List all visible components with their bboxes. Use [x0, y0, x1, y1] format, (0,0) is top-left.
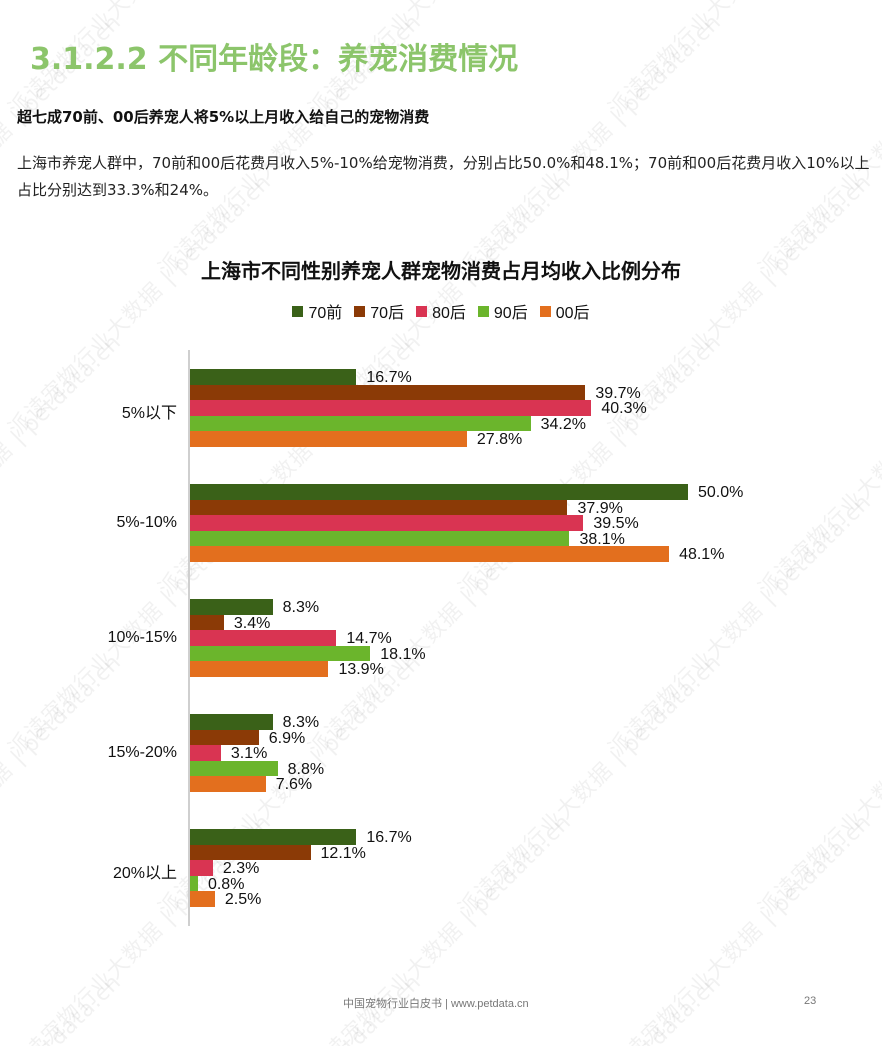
- category-label: 20%以上: [112, 864, 177, 882]
- bar: [190, 614, 224, 630]
- watermark-text: 派读宠物行业大数据 | petdata.cn: [604, 809, 877, 1046]
- bar-value-label: 16.7%: [366, 829, 412, 846]
- bar-value-label: 14.7%: [346, 630, 392, 647]
- bar: [190, 369, 357, 385]
- bar: [190, 829, 357, 845]
- bar-value-label: 12.1%: [320, 844, 366, 862]
- bar-value-label: 18.1%: [380, 645, 426, 663]
- bar: [190, 844, 311, 860]
- legend-swatch-icon: [539, 305, 551, 317]
- bar-value-label: 6.9%: [268, 729, 306, 747]
- bar-value-label: 8.3%: [282, 599, 320, 616]
- legend-item: 90后: [477, 299, 528, 323]
- bar-value-label: 7.6%: [275, 776, 313, 793]
- bar: [190, 546, 670, 562]
- legend-label: 80后: [432, 305, 466, 322]
- bar: [190, 891, 215, 907]
- legend-item: 80后: [416, 299, 466, 323]
- bar-value-label: 13.9%: [338, 661, 384, 678]
- bar-value-label: 8.3%: [282, 714, 320, 731]
- bar: [190, 630, 337, 646]
- watermark-text: 派读宠物行业大数据 | petdata.cn: [600, 0, 877, 123]
- chart-legend: 70前 70后 80后 90后 00后: [0, 299, 882, 323]
- legend-label: 70后: [370, 305, 405, 322]
- watermark-text: 派读宠物行业大数据 | petdata.cn: [754, 10, 882, 282]
- bar: [190, 499, 568, 515]
- bar-value-label: 0.8%: [207, 875, 245, 893]
- bar-value-label: 40.3%: [601, 400, 647, 417]
- body-paragraph: 上海市养宠人群中，70前和00后花费月收入5%-10%给宠物消费，分别占比50.…: [17, 154, 870, 199]
- bar: [190, 745, 221, 761]
- legend-swatch-icon: [416, 305, 428, 317]
- watermark-text: 派读宠物行业大数据 | petdata.cn: [0, 329, 127, 602]
- bar-value-label: 16.7%: [366, 369, 412, 386]
- bar: [190, 599, 273, 615]
- legend-item: 70前: [292, 299, 342, 323]
- bar-value-label: 48.1%: [679, 546, 725, 563]
- bar-value-label: 27.8%: [476, 431, 523, 448]
- bar-value-label: 2.5%: [224, 891, 262, 908]
- bar: [190, 760, 278, 776]
- bar-value-label: 38.1%: [579, 530, 625, 548]
- legend-label: 90后: [493, 305, 528, 322]
- bar: [190, 645, 371, 661]
- legend-swatch-icon: [354, 305, 366, 317]
- watermark-text: 派读宠物行业大数据 | petdata.cn: [604, 489, 877, 762]
- bar-value-label: 8.8%: [287, 760, 325, 778]
- chart-title: 上海市不同性别养宠人群宠物消费占月均收入比例分布: [201, 259, 681, 283]
- category-axis-line: [188, 350, 190, 926]
- section-title: 3.1.2.2 不同年龄段：养宠消费情况: [30, 42, 519, 77]
- bar: [190, 400, 592, 416]
- bar-value-label: 39.7%: [595, 384, 641, 402]
- bar-value-label: 50.0%: [698, 484, 744, 501]
- bar-value-label: 3.1%: [230, 745, 268, 762]
- footer-text: 中国宠物行业白皮书 | www.petdata.cn: [343, 998, 529, 1010]
- subtitle: 超七成70前、00后养宠人将5%以上月收入给自己的宠物消费: [17, 108, 430, 126]
- bar: [190, 776, 266, 792]
- legend-label: 00后: [555, 305, 590, 322]
- watermark-text: 派读宠物行业大数据 | petdata.cn: [454, 649, 727, 922]
- bar: [190, 875, 198, 891]
- watermark-text: 派读宠物行业大数据 | petdata.cn: [754, 330, 882, 602]
- bar: [190, 860, 213, 876]
- bar: [190, 661, 329, 677]
- page-number: 23: [804, 995, 817, 1007]
- watermark-text: 派读宠物行业大数据 | petdata.cn: [754, 650, 882, 922]
- legend-item: 70后: [354, 299, 404, 323]
- bar: [190, 515, 584, 531]
- bar: [190, 431, 467, 447]
- bar-value-label: 3.4%: [233, 614, 271, 632]
- category-label: 5%以下: [121, 404, 177, 422]
- bar: [190, 729, 259, 745]
- bar: [190, 484, 688, 500]
- category-label: 10%-15%: [107, 628, 177, 646]
- category-label: 15%-20%: [107, 743, 177, 761]
- bar-value-label: 37.9%: [577, 499, 623, 517]
- bar: [190, 415, 531, 431]
- bar: [190, 714, 273, 730]
- bar-value-label: 2.3%: [222, 860, 260, 877]
- bar-value-label: 34.2%: [540, 415, 586, 433]
- legend-swatch-icon: [292, 305, 304, 317]
- bar: [190, 384, 586, 400]
- category-label: 5%-10%: [116, 513, 177, 531]
- legend-label: 70前: [308, 305, 343, 322]
- legend-item: 00后: [539, 299, 590, 323]
- watermark-text: 派读宠物行业大数据 | petdata.cn: [0, 965, 127, 1046]
- bar-value-label: 39.5%: [593, 515, 639, 532]
- legend-swatch-icon: [477, 305, 489, 317]
- bar: [190, 530, 570, 546]
